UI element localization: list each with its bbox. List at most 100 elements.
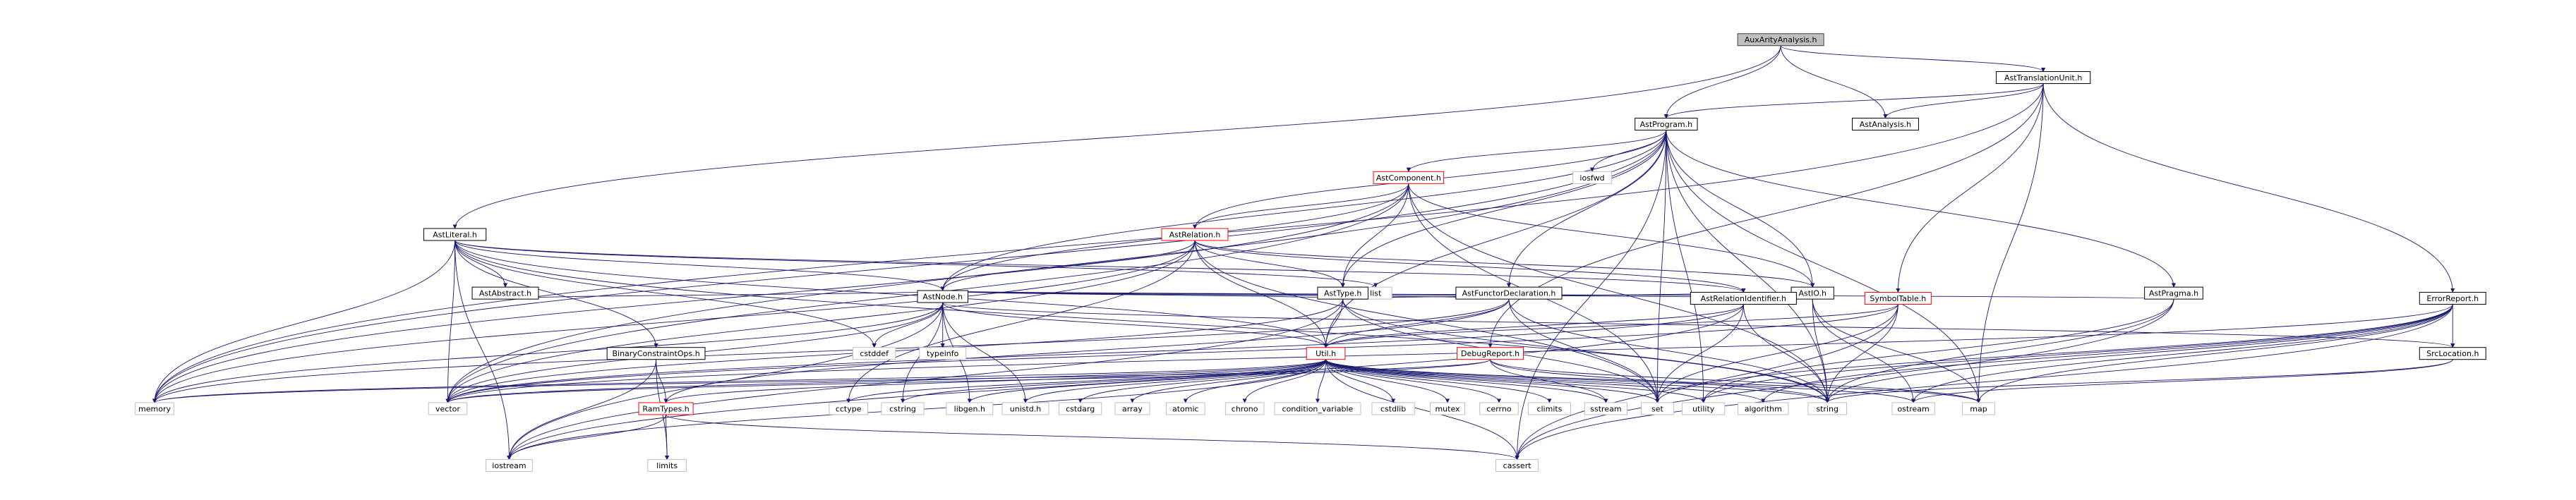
node-bco[interactable]: BinaryConstraintOps.h [606, 347, 706, 360]
edge-aprag-to-cassert [1515, 299, 2174, 461]
node-atu[interactable]: AstTranslationUnit.h [1996, 71, 2091, 85]
edge-alit-to-aabs [455, 240, 508, 288]
edge-errr-to-algorithm [1761, 304, 2453, 403]
edge-afunc-to-memory [152, 299, 1510, 403]
node-anode[interactable]: AstNode.h [917, 290, 968, 303]
node-aprag-label: AstPragma.h [2149, 289, 2198, 298]
edge-acomp-to-aio [1408, 183, 1815, 288]
node-memory-label: memory [138, 404, 171, 413]
node-typeinfo-label: typeinfo [927, 349, 958, 358]
node-alit-box [423, 228, 487, 241]
node-array-box [1114, 402, 1150, 415]
node-cstring-box [881, 402, 925, 415]
node-mutex: mutex [1429, 402, 1465, 415]
edge-util-to-vector [445, 359, 1327, 403]
edge-symt-to-cassert [1515, 304, 1898, 461]
node-ari[interactable]: AstRelationIdentifier.h [1690, 291, 1797, 305]
node-ostream-box [1891, 402, 1935, 415]
node-cstdlib: cstdlib [1371, 402, 1415, 415]
node-memory-box [135, 402, 174, 415]
node-aio[interactable]: AstIO.h [1790, 286, 1834, 300]
node-array-label: array [1122, 404, 1143, 413]
edge-acomp-to-arel [1192, 183, 1409, 229]
edge-aio-to-string [1812, 299, 1830, 403]
node-ari-box [1690, 291, 1797, 305]
edge-atu-to-errr [2042, 83, 2455, 293]
node-iostream-label: iostream [492, 461, 526, 470]
edge-util-to-cstring [901, 359, 1327, 403]
node-anode-box [917, 290, 968, 303]
node-dbg[interactable]: DebugReport.h [1457, 347, 1524, 360]
edge-atu-to-map [1976, 83, 2044, 403]
node-climits: climits [1527, 402, 1572, 415]
node-cctype-box [829, 402, 868, 415]
edge-util-to-algorithm [1325, 359, 1766, 403]
edge-bco-to-iostream [507, 359, 657, 461]
node-ari-label: AstRelationIdentifier.h [1701, 294, 1786, 303]
node-cassert-label: cassert [1503, 461, 1532, 470]
node-cerrno-label: cerrno [1486, 404, 1511, 413]
node-aanal[interactable]: AstAnalysis.h [1852, 118, 1919, 131]
node-errr[interactable]: ErrorReport.h [2419, 291, 2486, 305]
edge-alit-to-util [455, 240, 1328, 348]
node-aabs[interactable]: AstAbstract.h [471, 286, 539, 300]
edge-ramt-to-iostream [507, 414, 667, 461]
node-libgen: libgen.h [946, 402, 994, 415]
node-iostream: iostream [486, 459, 533, 472]
node-aprag[interactable]: AstPragma.h [2144, 286, 2203, 300]
node-acomp[interactable]: AstComponent.h [1373, 171, 1445, 184]
edge-atu-to-memory [152, 83, 2044, 403]
edge-errr-to-map [1976, 304, 2453, 403]
edge-atu-to-symt [1896, 83, 2044, 293]
node-alit[interactable]: AstLiteral.h [423, 228, 487, 241]
node-util[interactable]: Util.h [1306, 347, 1346, 360]
edge-util-to-cerrno [1325, 359, 1502, 403]
edge-util-to-map [1325, 359, 1981, 403]
node-algorithm: algorithm [1738, 402, 1789, 415]
node-set-box [1640, 402, 1674, 415]
node-cassert-box [1495, 459, 1539, 472]
file-nodes: AuxArityAnalysis.h AstTranslationUnit.h As… [135, 33, 2486, 472]
node-cstdarg: cstdarg [1059, 402, 1102, 415]
node-limits: limits [647, 459, 687, 472]
node-list-label: list [1370, 289, 1382, 298]
edge-arel-to-aio [1194, 240, 1815, 288]
node-aprag-box [2144, 286, 2203, 300]
node-srcloc-label: SrcLocation.h [2426, 349, 2479, 358]
edge-aux-to-atu [1780, 45, 2046, 73]
node-arel[interactable]: AstRelation.h [1161, 228, 1229, 241]
edge-arel-to-atype [1194, 240, 1345, 288]
node-aprog[interactable]: AstProgram.h [1635, 118, 1698, 131]
node-srcloc[interactable]: SrcLocation.h [2419, 347, 2486, 360]
edge-atu-to-aprog [1663, 83, 2044, 119]
node-symt[interactable]: SymbolTable.h [1864, 291, 1932, 305]
node-string-label: string [1816, 404, 1838, 413]
edge-util-to-climits [1325, 359, 1552, 403]
edge-arel-to-ari [1194, 240, 1746, 293]
node-sstream-label: sstream [1590, 404, 1621, 413]
node-sstream-box [1584, 402, 1628, 415]
node-aanal-box [1852, 118, 1919, 131]
node-libgen-label: libgen.h [954, 404, 985, 413]
node-iosfwd-label: iosfwd [1579, 173, 1604, 183]
edge-aprag-to-string [1825, 299, 2174, 403]
edge-util-to-utility [1325, 359, 1706, 403]
node-ramt[interactable]: RamTypes.h [638, 402, 694, 415]
node-unistd-box [1001, 402, 1049, 415]
edge-aprag-to-utility [1701, 299, 2174, 403]
node-string: string [1807, 402, 1847, 415]
node-afunc[interactable]: AstFunctorDeclaration.h [1455, 286, 1563, 300]
edge-ramt-to-cassert [666, 414, 1519, 461]
node-cstddef-label: cstddef [860, 349, 889, 358]
node-algorithm-box [1738, 402, 1789, 415]
edge-util-to-mutex [1325, 359, 1450, 403]
edge-util-to-string [1325, 359, 1830, 403]
edge-anode-to-util [942, 302, 1328, 348]
node-aux[interactable]: AuxArityAnalysis.h [1737, 33, 1824, 47]
edge-aux-to-aprog [1663, 45, 1781, 119]
node-atype[interactable]: AstType.h [1317, 286, 1368, 300]
edge-symt-to-util [1323, 304, 1898, 348]
node-map: map [1962, 402, 1995, 415]
node-cstddef-box [853, 347, 896, 360]
edge-errr-to-utility [1701, 304, 2453, 403]
